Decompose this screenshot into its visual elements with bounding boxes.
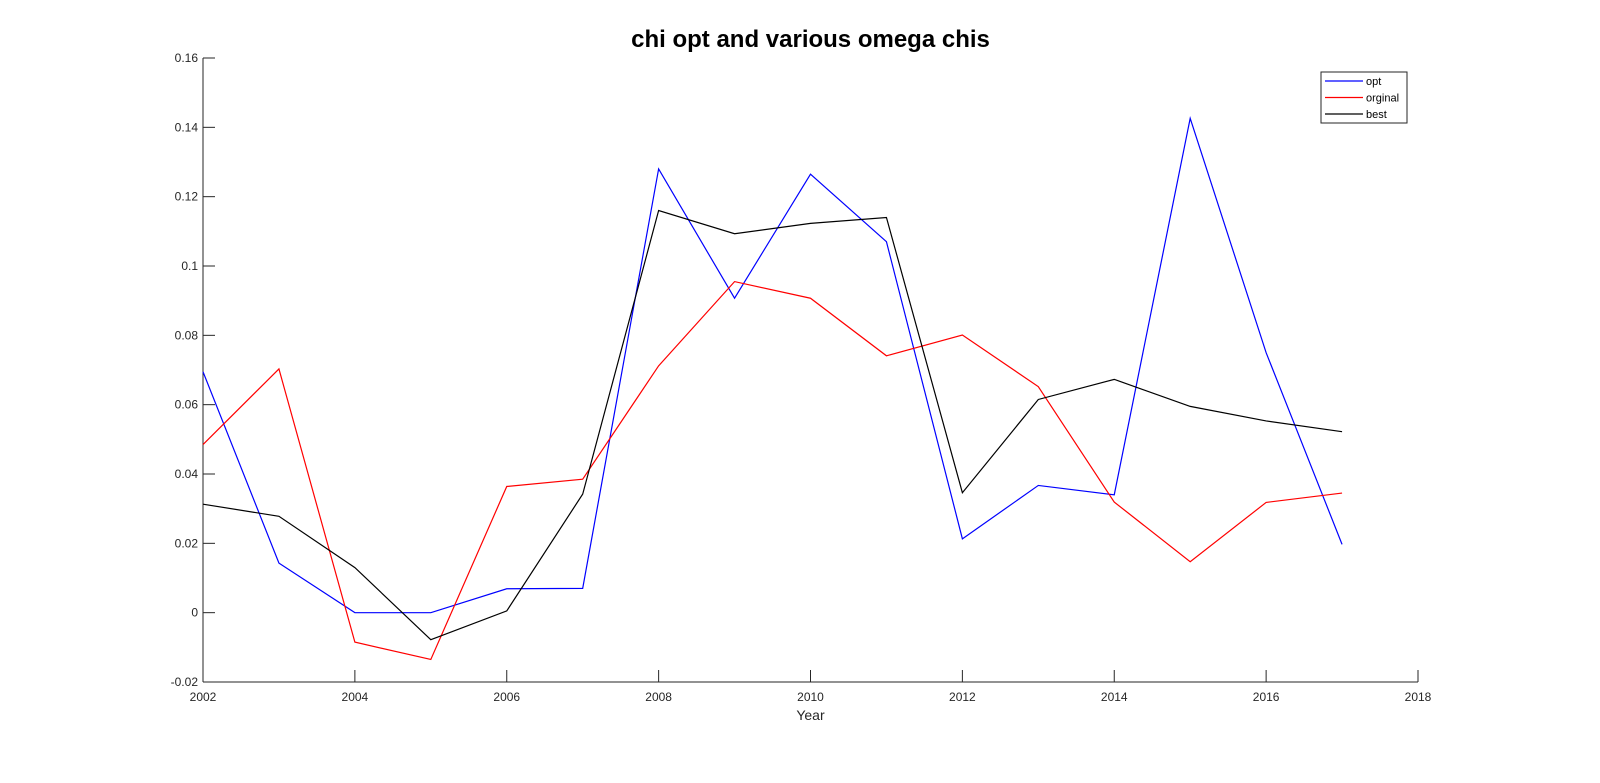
chart-title: chi opt and various omega chis xyxy=(631,26,990,53)
x-tick-label: 2004 xyxy=(342,690,369,704)
legend-label-best: best xyxy=(1366,109,1387,121)
x-tick-label: 2002 xyxy=(190,690,217,704)
y-tick-label: 0.08 xyxy=(175,328,199,342)
y-tick-label: 0.02 xyxy=(175,536,199,550)
legend-label-opt: opt xyxy=(1366,76,1381,88)
y-tick-label: 0.04 xyxy=(175,467,199,481)
series-line-best xyxy=(202,209,1343,641)
series-line-opt xyxy=(202,115,1343,614)
y-tick-label: 0.06 xyxy=(175,398,199,412)
series-lines xyxy=(202,115,1343,661)
legend-label-orginal: orginal xyxy=(1366,93,1399,105)
y-tick-label: -0.02 xyxy=(171,675,199,689)
plot-area: 2002 2004 2006 2008 2010 2012 2014 2016 2018 -0.0… xyxy=(171,51,1432,704)
y-tick-label: 0.12 xyxy=(175,190,199,204)
y-tick-label: 0.1 xyxy=(181,259,198,273)
y-tick-label: 0 xyxy=(191,606,198,620)
y-tick-label: 0.14 xyxy=(175,120,199,134)
x-tick-label: 2006 xyxy=(493,690,520,704)
x-tick-label: 2016 xyxy=(1253,690,1280,704)
y-tick-label: 0.16 xyxy=(175,51,199,65)
x-tick-label: 2012 xyxy=(949,690,976,704)
x-tick-label: 2010 xyxy=(797,690,824,704)
x-axis-title: Year xyxy=(796,707,825,723)
x-tick-label: 2014 xyxy=(1101,690,1128,704)
x-tick-label: 2018 xyxy=(1405,690,1432,704)
legend: opt orginal best xyxy=(1320,71,1408,124)
x-tick-label: 2008 xyxy=(645,690,672,704)
series-line-orginal xyxy=(202,280,1343,661)
